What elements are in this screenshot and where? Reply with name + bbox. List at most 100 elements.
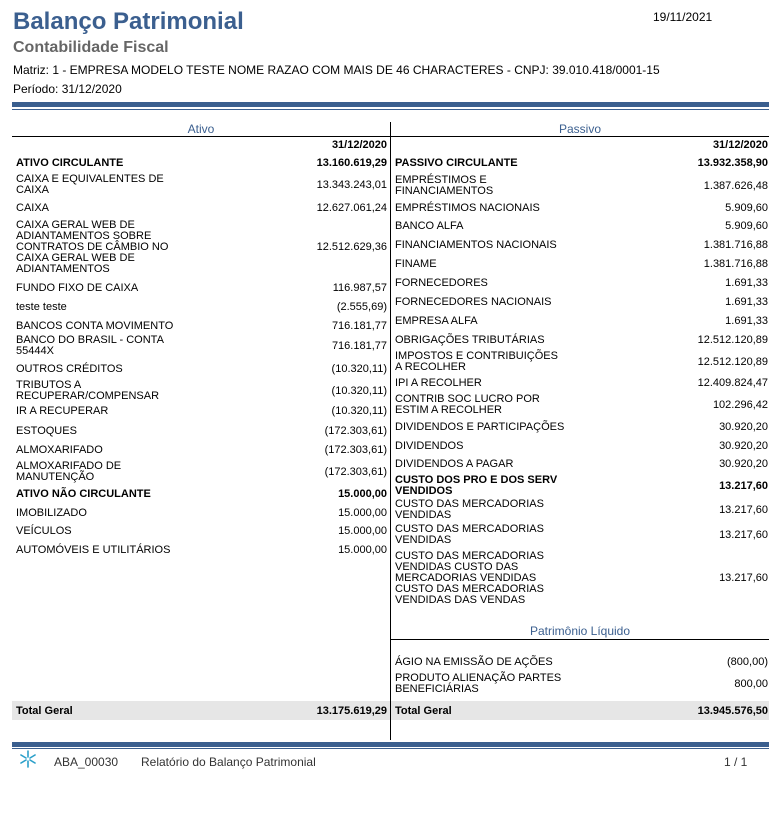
table-row: IR A RECUPERAR (10.320,11) (16, 381, 387, 441)
row-value: 716.181,77 (331, 339, 387, 352)
table-row: CUSTO DOS PRO E DOS SERV VENDIDOS 13.217,… (395, 456, 768, 516)
row-label: ESTOQUES (16, 424, 77, 437)
row-label: CUSTO DAS MERCADORIAS VENDIDAS CUSTO DAS… (395, 549, 544, 606)
row-value: 15.000,00 (338, 524, 387, 537)
row-label: FUNDO FIXO DE CAIXA (16, 281, 139, 294)
table-row: EMPRÉSTIMOS NACIONAIS 5.909,60 (395, 178, 768, 238)
table-row: ALMOXARIFADO DE MANUTENÇÃO (172.303,61) (16, 442, 387, 502)
row-value: (10.320,11) (331, 384, 387, 397)
row-value: 1.691,33 (725, 295, 768, 308)
row-label: PRODUTO ALIENAÇÃO PARTES BENEFICIÁRIAS (395, 672, 562, 695)
table-row: TRIBUTOS A RECUPERAR/COMPENSAR (10.320,11… (16, 361, 387, 421)
row-value: 13.217,60 (719, 479, 768, 492)
row-label: CUSTO DOS PRO E DOS SERV VENDIDOS (395, 474, 558, 497)
row-label: PASSIVO CIRCULANTE (395, 156, 518, 169)
page-number: 1 / 1 (724, 755, 748, 769)
table-row: ATIVO CIRCULANTE 13.160.619,29 (16, 133, 387, 193)
row-label: BANCO ALFA (395, 219, 464, 232)
table-row: CUSTO DAS MERCADORIAS VENDIDAS 13.217,60 (395, 480, 768, 540)
table-row: DIVIDENDOS E PARTICIPAÇÕES 30.920,20 (395, 397, 768, 457)
row-value: 15.000,00 (338, 543, 387, 556)
page-title: Balanço Patrimonial (13, 8, 244, 35)
row-label: OUTROS CRÉDITOS (16, 362, 123, 375)
row-value: 102.296,42 (712, 398, 768, 411)
row-value: 13.217,60 (719, 503, 768, 516)
page-subtitle: Contabilidade Fiscal (13, 39, 169, 56)
row-label: CUSTO DAS MERCADORIAS VENDIDAS (395, 523, 544, 546)
asterisk-logo-icon (20, 750, 36, 768)
row-value: 12.409.824,47 (697, 376, 768, 389)
ativo-total-value: 13.175.619,29 (316, 705, 387, 717)
row-label: CAIXA GERAL WEB DE ADIANTAMENTOS SOBRE C… (16, 218, 169, 275)
row-label: teste teste (16, 300, 67, 313)
ativo-heading: Ativo (187, 122, 215, 136)
row-value: 5.909,60 (725, 219, 768, 232)
row-label: IMOBILIZADO (16, 506, 87, 519)
report-name: Relatório do Balanço Patrimonial (141, 755, 316, 769)
table-row: CUSTO DAS MERCADORIAS VENDIDAS CUSTO DAS… (395, 548, 768, 608)
row-value: 1.691,33 (725, 314, 768, 327)
table-row: ATIVO NÃO CIRCULANTE 15.000,00 (16, 464, 387, 524)
row-value: 716.181,77 (331, 319, 387, 332)
table-row: FUNDO FIXO DE CAIXA 116.987,57 (16, 258, 387, 318)
row-label: IPI A RECOLHER (395, 376, 482, 389)
row-label: DIVIDENDOS A PAGAR (395, 457, 514, 470)
table-row: FORNECEDORES NACIONAIS 1.691,33 (395, 272, 768, 332)
row-value: (2.555,69) (336, 300, 387, 313)
row-label: ALMOXARIFADO (16, 443, 103, 456)
row-value: 12.627.061,24 (316, 201, 387, 214)
row-label: EMPRÉSTIMOS E FINANCIAMENTOS (395, 174, 494, 197)
table-row: IMPOSTOS E CONTRIBUIÇÕES A RECOLHER 12.51… (395, 332, 768, 392)
row-label: DIVIDENDOS (395, 439, 464, 452)
table-row: teste teste (2.555,69) (16, 277, 387, 337)
table-row: BANCO DO BRASIL - CONTA 55444X 716.181,77 (16, 316, 387, 376)
patrimonio-liquido-divider (391, 639, 769, 640)
ativo-total-label: Total Geral (16, 705, 73, 717)
row-value: 30.920,20 (719, 420, 768, 433)
table-row: IMOBILIZADO 15.000,00 (16, 483, 387, 543)
row-label: EMPRÉSTIMOS NACIONAIS (395, 201, 540, 214)
row-label: ATIVO CIRCULANTE (16, 156, 124, 169)
table-row: ALMOXARIFADO (172.303,61) (16, 420, 387, 480)
row-label: CUSTO DAS MERCADORIAS VENDIDAS (395, 498, 544, 521)
total-divider (390, 701, 391, 720)
table-row: FINANCIAMENTOS NACIONAIS 1.381.716,88 (395, 215, 768, 275)
table-row: CUSTO DAS MERCADORIAS VENDIDAS 13.217,60 (395, 505, 768, 565)
patrimonio-liquido-heading: Patrimônio Líquido (529, 624, 631, 638)
table-row: EMPRÉSTIMOS E FINANCIAMENTOS 1.387.626,48 (395, 156, 768, 216)
company-info: Matriz: 1 - EMPRESA MODELO TESTE NOME RA… (13, 63, 660, 77)
table-row: OBRIGAÇÕES TRIBUTÁRIAS 12.512.120,89 (395, 310, 768, 370)
passivo-total-label: Total Geral (395, 705, 452, 717)
row-label: FINAME (395, 257, 437, 270)
table-row: FINAME 1.381.716,88 (395, 234, 768, 294)
row-value: 30.920,20 (719, 439, 768, 452)
report-date: 19/11/2021 (653, 10, 713, 24)
row-value: 15.000,00 (338, 506, 387, 519)
row-label: EMPRESA ALFA (395, 314, 478, 327)
table-row: IPI A RECOLHER 12.409.824,47 (395, 353, 768, 413)
table-row: EMPRESA ALFA 1.691,33 (395, 291, 768, 351)
row-value: 12.512.120,89 (697, 355, 768, 368)
row-label: TRIBUTOS A RECUPERAR/COMPENSAR (16, 379, 160, 402)
table-row: ÁGIO NA EMISSÃO DE AÇÕES (800,00) (395, 632, 768, 692)
row-label: ÁGIO NA EMISSÃO DE AÇÕES (395, 655, 553, 668)
table-row: CAIXA 12.627.061,24 (16, 178, 387, 238)
row-value: 30.920,20 (719, 457, 768, 470)
table-row: VEÍCULOS 15.000,00 (16, 501, 387, 561)
row-value: (10.320,11) (331, 362, 387, 375)
row-value: 116.987,57 (332, 281, 387, 294)
row-value: 15.000,00 (338, 487, 387, 500)
row-value: (800,00) (727, 655, 768, 668)
table-row: OUTROS CRÉDITOS (10.320,11) (16, 339, 387, 399)
table-row: BANCO ALFA 5.909,60 (395, 196, 768, 256)
row-label: ALMOXARIFADO DE MANUTENÇÃO (16, 460, 122, 483)
row-value: 13.343.243,01 (316, 178, 387, 191)
table-row: ESTOQUES (172.303,61) (16, 401, 387, 461)
column-divider (390, 122, 391, 740)
row-value: 5.909,60 (725, 201, 768, 214)
table-row: DIVIDENDOS 30.920,20 (395, 416, 768, 476)
row-value: 1.387.626,48 (703, 179, 768, 192)
row-label: VEÍCULOS (16, 524, 72, 537)
header-divider-thin (12, 109, 769, 110)
row-label: OBRIGAÇÕES TRIBUTÁRIAS (395, 333, 545, 346)
